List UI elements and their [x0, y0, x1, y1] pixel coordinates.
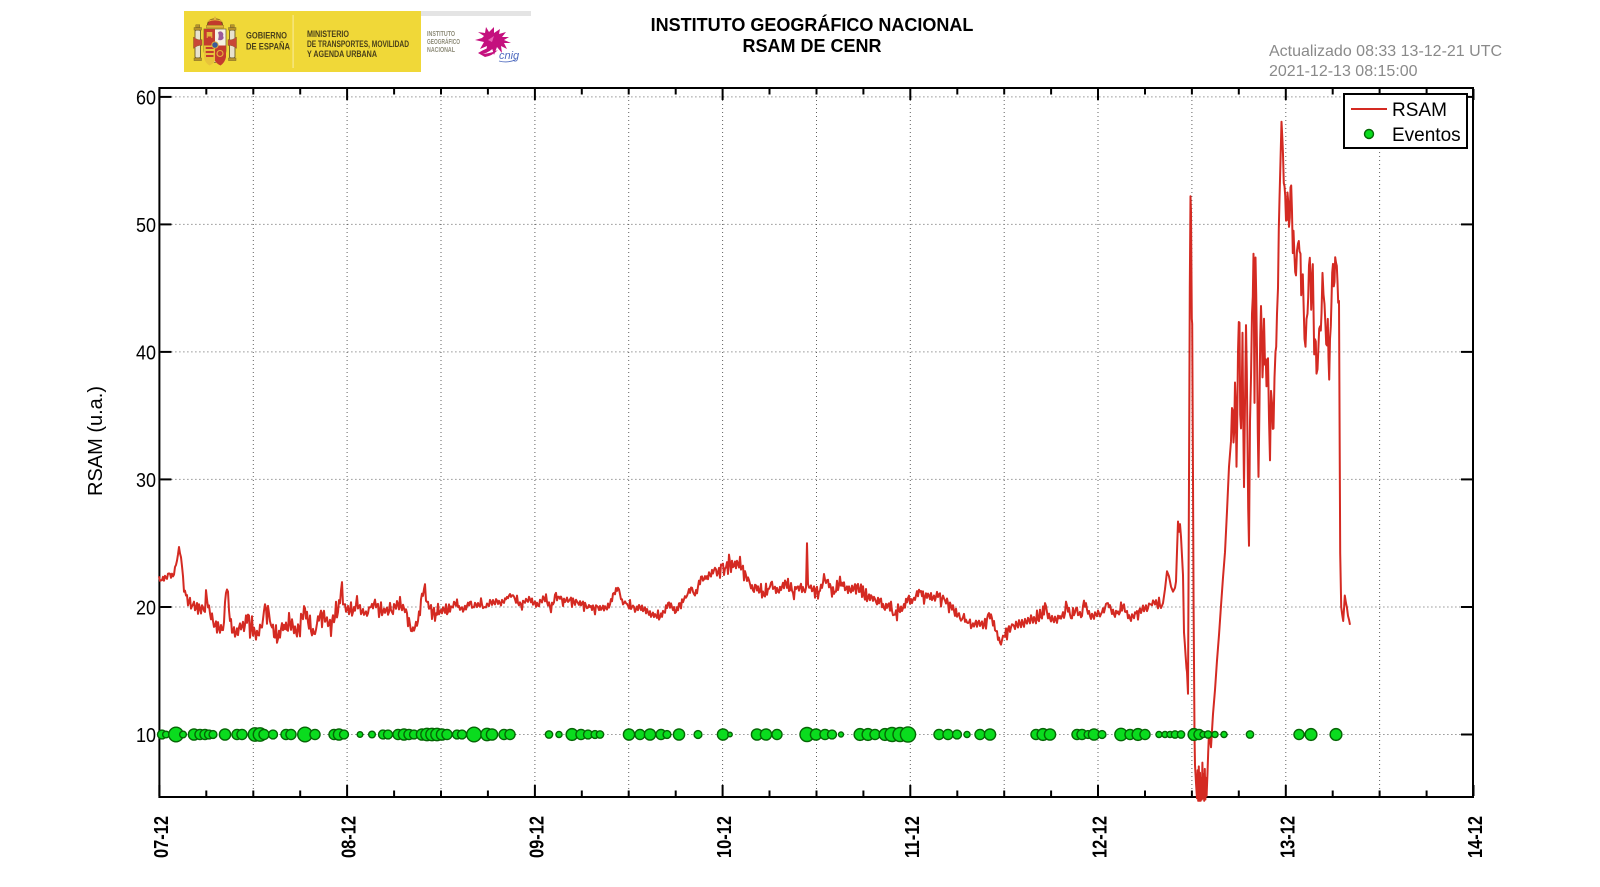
- svg-text:INSTITUTO: INSTITUTO: [427, 29, 455, 38]
- svg-text:07-12: 07-12: [151, 816, 173, 858]
- svg-text:MINISTERIO: MINISTERIO: [307, 29, 349, 39]
- svg-text:40: 40: [136, 341, 156, 364]
- svg-text:13-12: 13-12: [1277, 816, 1299, 858]
- svg-text:Eventos: Eventos: [1392, 125, 1461, 146]
- svg-text:30: 30: [136, 469, 156, 492]
- svg-text:20: 20: [136, 597, 156, 620]
- svg-text:DE ESPAÑA: DE ESPAÑA: [246, 42, 290, 52]
- svg-text:09-12: 09-12: [526, 816, 548, 858]
- svg-text:DE TRANSPORTES, MOVILIDAD: DE TRANSPORTES, MOVILIDAD: [307, 39, 409, 49]
- svg-text:cnig: cnig: [499, 50, 520, 62]
- svg-text:Y AGENDA URBANA: Y AGENDA URBANA: [307, 49, 377, 59]
- svg-text:RSAM (u.a.): RSAM (u.a.): [85, 386, 107, 496]
- svg-text:10-12: 10-12: [714, 816, 736, 858]
- svg-text:10: 10: [136, 724, 156, 747]
- svg-text:RSAM: RSAM: [1392, 100, 1447, 121]
- svg-text:50: 50: [136, 214, 156, 237]
- svg-text:12-12: 12-12: [1090, 816, 1112, 858]
- svg-text:08-12: 08-12: [339, 816, 361, 858]
- svg-text:14-12: 14-12: [1465, 816, 1487, 858]
- svg-text:60: 60: [136, 86, 156, 109]
- svg-text:11-12: 11-12: [902, 816, 924, 858]
- svg-text:NACIONAL: NACIONAL: [427, 45, 455, 54]
- svg-text:GEOGRÁFICO: GEOGRÁFICO: [427, 37, 460, 46]
- svg-text:GOBIERNO: GOBIERNO: [246, 31, 287, 41]
